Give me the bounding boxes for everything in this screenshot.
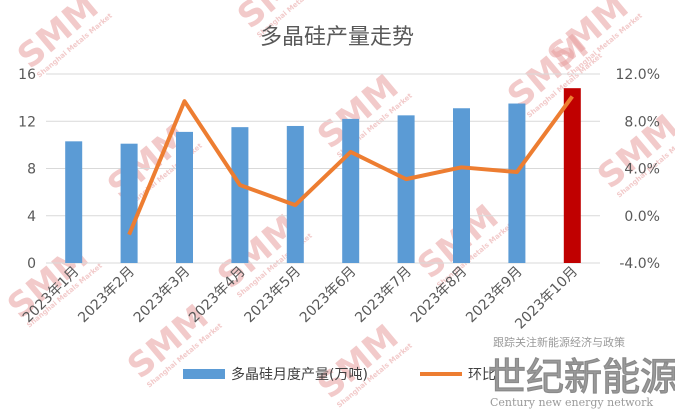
right-tick-label: 8.0%: [624, 114, 660, 130]
right-tick-label: 0.0%: [624, 209, 660, 225]
bar: [563, 88, 581, 263]
publisher-watermark: 跟踪关注新能源经济与政策 世纪新能源网 Century new energy n…: [487, 335, 675, 409]
publisher-en-text: Century new energy network: [490, 396, 653, 409]
right-tick-label: -4.0%: [619, 256, 660, 272]
chart-title: 多晶硅产量走势: [260, 25, 414, 50]
bar: [65, 141, 83, 263]
left-tick-label: 12: [18, 114, 36, 130]
publisher-cn-text: 世纪新能源网: [488, 355, 675, 399]
line-series: [127, 95, 574, 236]
left-tick-label: 0: [27, 256, 36, 272]
chart-legend: 多晶硅月度产量(万吨) 环比: [183, 366, 496, 383]
right-tick-label: 12.0%: [616, 67, 660, 83]
legend-label-line: 环比: [468, 367, 496, 383]
left-tick-label: 8: [27, 162, 36, 178]
right-tick-label: 4.0%: [624, 162, 660, 178]
gridlines: [46, 73, 600, 264]
left-tick-label: 16: [18, 67, 36, 83]
bar: [120, 143, 138, 263]
left-tick-label: 4: [27, 209, 36, 225]
publisher-note-text: 跟踪关注新能源经济与政策: [493, 335, 625, 349]
legend-label-bar: 多晶硅月度产量(万吨): [231, 366, 368, 383]
bar: [342, 118, 360, 263]
bar: [397, 115, 415, 263]
bar: [508, 103, 526, 263]
bar-series: [65, 88, 581, 263]
bar: [286, 125, 304, 263]
bar: [453, 108, 470, 263]
right-axis-ticks: -4.0% 0.0% 4.0% 8.0% 12.0%: [616, 67, 660, 272]
bar: [176, 131, 193, 263]
left-axis-ticks: 0 4 8 12 16: [18, 67, 36, 272]
bar: [231, 127, 249, 263]
legend-swatch-bar: [183, 369, 225, 379]
